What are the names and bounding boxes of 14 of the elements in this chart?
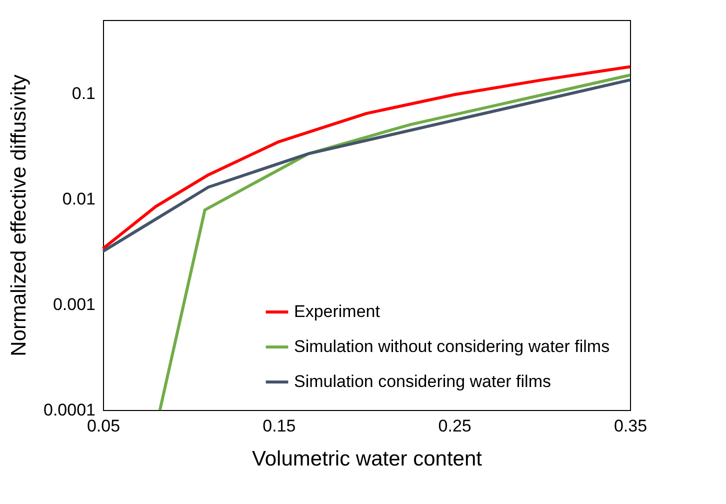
y-tick-label: 0.001 [52,295,96,314]
y-tick-label: 0.0001 [44,400,96,420]
legend-label: Simulation without considering water films [294,337,610,356]
y-tick-label: 0.01 [62,190,96,209]
x-tick-label: 0.15 [262,416,296,436]
x-tick-label: 0.35 [614,416,648,436]
x-axis-title: Volumetric water content [252,448,482,470]
y-tick-label: 0.1 [72,84,96,104]
legend-label: Experiment [294,302,380,321]
x-tick-label: 0.25 [438,416,472,436]
line-series [158,74,632,412]
legend-label: Simulation considering water films [294,372,551,391]
x-tick-label: 0.05 [86,416,120,436]
y-axis-title: Normalized effective diffusivity [8,74,31,356]
